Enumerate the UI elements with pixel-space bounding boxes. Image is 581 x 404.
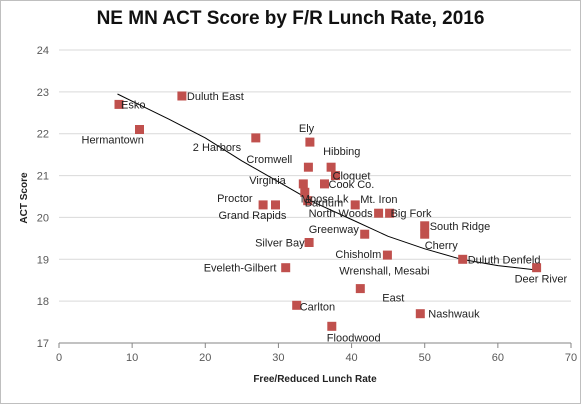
data-point-label: 2 Harbors <box>193 142 242 154</box>
data-point-label: Hibbing <box>323 146 360 158</box>
data-point-label: Wrenshall, Mesabi East <box>339 266 429 305</box>
data-point <box>374 208 384 218</box>
data-point <box>327 321 337 331</box>
y-tick-label: 18 <box>37 296 49 308</box>
data-point <box>304 238 314 247</box>
data-point-label: Carlton <box>300 301 335 313</box>
x-tick-label: 40 <box>345 352 357 364</box>
data-point <box>355 284 365 294</box>
data-point <box>251 133 261 143</box>
axis-layer: 17 18 19 20 21 22 23 24 0 10 20 30 40 50 60 70 <box>37 45 577 364</box>
data-point <box>331 171 340 181</box>
trendline <box>117 93 535 271</box>
y-tick-label: 20 <box>37 212 49 224</box>
x-tick-label: 60 <box>492 352 504 364</box>
data-point-label: Nashwauk <box>428 309 480 321</box>
y-tick-label: 17 <box>37 338 49 350</box>
y-tick-label: 23 <box>37 87 49 99</box>
data-point-label: Cook Co. <box>329 179 375 191</box>
data-point-label: Cherry <box>425 240 459 252</box>
data-point <box>360 229 370 239</box>
data-point-label: Duluth East <box>187 91 244 103</box>
data-point-label: Moose Lk <box>301 193 349 205</box>
data-point-label: South Ridge <box>430 221 491 233</box>
data-point-label: North Woods <box>309 208 373 220</box>
data-point-label: Hermantown <box>82 135 144 147</box>
data-point <box>298 179 308 189</box>
data-point-label: Greenway <box>309 224 360 236</box>
data-point <box>415 309 425 319</box>
data-point <box>305 137 315 147</box>
y-axis-title: ACT Score <box>19 172 30 224</box>
data-point <box>300 187 310 197</box>
data-point <box>271 200 280 210</box>
data-point-label: Barnum <box>305 198 344 210</box>
data-point-label: Cloquet <box>333 171 371 183</box>
trend-layer <box>117 93 535 271</box>
data-point <box>320 179 329 189</box>
data-point <box>420 221 430 231</box>
data-point <box>281 263 291 273</box>
data-point <box>385 208 395 218</box>
x-tick-label: 50 <box>419 352 431 364</box>
y-tick-label: 24 <box>37 45 49 57</box>
data-point <box>114 99 124 109</box>
data-point <box>303 162 313 172</box>
data-point <box>135 125 144 134</box>
y-tick-label: 19 <box>37 254 49 266</box>
data-point-label: Virginia <box>249 175 286 187</box>
data-point <box>532 263 542 273</box>
data-point <box>382 250 392 260</box>
data-point-label: Chisholm <box>335 249 381 261</box>
data-point <box>350 200 360 210</box>
x-tick-label: 30 <box>272 352 284 364</box>
x-tick-label: 10 <box>126 352 138 364</box>
data-point-label: Duluth Denfeld <box>468 254 541 266</box>
data-point-label: Floodwood <box>327 332 381 344</box>
chart-title: NE MN ACT Score by F/R Lunch Rate, 2016 <box>96 8 485 29</box>
data-point <box>303 196 313 206</box>
data-point <box>258 200 268 210</box>
x-tick-label: 20 <box>199 352 211 364</box>
x-tick-label: 70 <box>565 352 577 364</box>
grid-layer <box>59 49 571 302</box>
data-point-label: Deer River <box>515 274 568 286</box>
data-point-label: Silver Bay <box>255 238 305 250</box>
x-tick-label: 0 <box>56 352 62 364</box>
data-point <box>420 229 430 239</box>
label-layer: Esko Hermantown Duluth East 2 Harbors Ely Hib… <box>82 91 568 344</box>
data-point-label: Eveleth-Gilbert <box>204 263 277 275</box>
data-point <box>326 162 336 172</box>
point-layer <box>114 91 542 331</box>
data-point <box>292 300 302 310</box>
data-point-label: Cromwell <box>246 154 292 166</box>
data-point-label: Grand Rapids <box>219 210 287 222</box>
data-point-label: Big Fork <box>391 208 432 220</box>
y-tick-label: 22 <box>37 129 49 141</box>
data-point-label: Proctor <box>217 193 253 205</box>
y-tick-label: 21 <box>37 171 49 183</box>
x-axis-title: Free/Reduced Lunch Rate <box>253 374 377 385</box>
data-point-label: Mt. Iron <box>360 194 397 206</box>
data-point <box>458 254 468 264</box>
data-point <box>177 91 187 101</box>
data-point-label: Esko <box>121 99 145 111</box>
data-point-label: Ely <box>299 123 315 135</box>
